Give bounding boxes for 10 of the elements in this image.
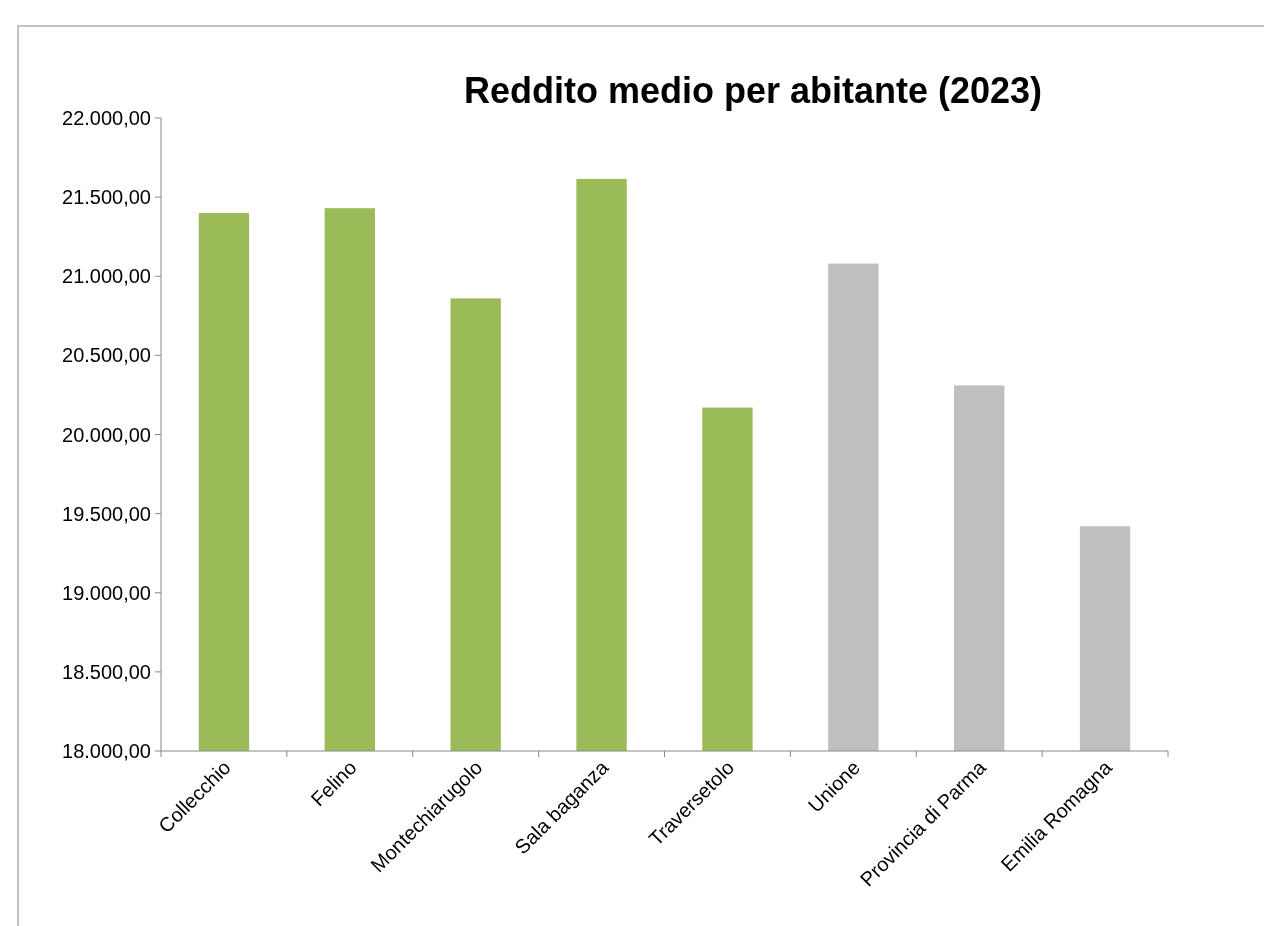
chart-title: Reddito medio per abitante (2023) bbox=[463, 70, 1043, 111]
y-tick-label: 22.000,00 bbox=[62, 107, 151, 129]
y-tick-label: 18.000,00 bbox=[62, 740, 151, 762]
y-tick-label: 19.500,00 bbox=[62, 502, 151, 525]
y-tick-label: 21.000,00 bbox=[62, 265, 151, 288]
y-tick-label: 21.500,00 bbox=[62, 186, 151, 209]
y-tick-label: 18.500,00 bbox=[62, 660, 151, 683]
y-tick-label: 20.000,00 bbox=[62, 423, 151, 446]
y-tick-label: 20.500,00 bbox=[62, 344, 151, 367]
y-tick-label: 19.000,00 bbox=[62, 581, 151, 604]
